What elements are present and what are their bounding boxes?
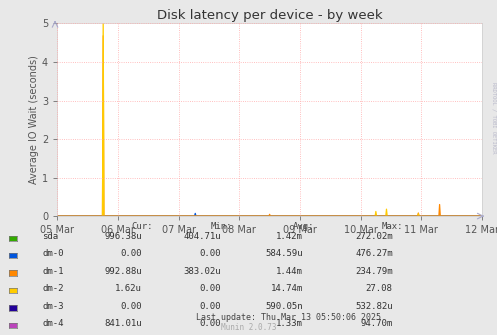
Text: sda: sda	[42, 232, 58, 241]
Text: dm-2: dm-2	[42, 284, 64, 293]
Text: 0.00: 0.00	[120, 250, 142, 258]
Text: dm-4: dm-4	[42, 319, 64, 328]
Text: Max:: Max:	[382, 222, 404, 231]
Text: 1.44m: 1.44m	[276, 267, 303, 276]
Text: 992.88u: 992.88u	[104, 267, 142, 276]
Text: 383.02u: 383.02u	[183, 267, 221, 276]
Text: 996.38u: 996.38u	[104, 232, 142, 241]
Text: dm-0: dm-0	[42, 250, 64, 258]
Text: 584.59u: 584.59u	[265, 250, 303, 258]
Text: 234.79m: 234.79m	[355, 267, 393, 276]
Text: 0.00: 0.00	[120, 302, 142, 311]
Text: dm-3: dm-3	[42, 302, 64, 311]
Text: 0.00: 0.00	[200, 250, 221, 258]
Y-axis label: Average IO Wait (seconds): Average IO Wait (seconds)	[29, 55, 39, 184]
Text: 14.74m: 14.74m	[271, 284, 303, 293]
Text: 0.00: 0.00	[200, 319, 221, 328]
Text: 404.71u: 404.71u	[183, 232, 221, 241]
Text: 1.33m: 1.33m	[276, 319, 303, 328]
Text: 0.00: 0.00	[200, 302, 221, 311]
Text: Cur:: Cur:	[131, 222, 153, 231]
Text: 272.02m: 272.02m	[355, 232, 393, 241]
Text: dm-1: dm-1	[42, 267, 64, 276]
Text: 590.05n: 590.05n	[265, 302, 303, 311]
Text: Avg:: Avg:	[292, 222, 314, 231]
Text: 1.62u: 1.62u	[115, 284, 142, 293]
Text: Munin 2.0.73: Munin 2.0.73	[221, 323, 276, 332]
Title: Disk latency per device - by week: Disk latency per device - by week	[157, 9, 382, 22]
Text: 94.70m: 94.70m	[360, 319, 393, 328]
Text: 27.08: 27.08	[366, 284, 393, 293]
Text: RRDTOOL / TOBI OETIKER: RRDTOOL / TOBI OETIKER	[491, 81, 496, 153]
Text: 841.01u: 841.01u	[104, 319, 142, 328]
Text: Min:: Min:	[210, 222, 232, 231]
Text: 476.27m: 476.27m	[355, 250, 393, 258]
Text: 1.42m: 1.42m	[276, 232, 303, 241]
Text: 532.82u: 532.82u	[355, 302, 393, 311]
Text: 0.00: 0.00	[200, 284, 221, 293]
Text: Last update: Thu Mar 13 05:50:06 2025: Last update: Thu Mar 13 05:50:06 2025	[196, 313, 381, 322]
